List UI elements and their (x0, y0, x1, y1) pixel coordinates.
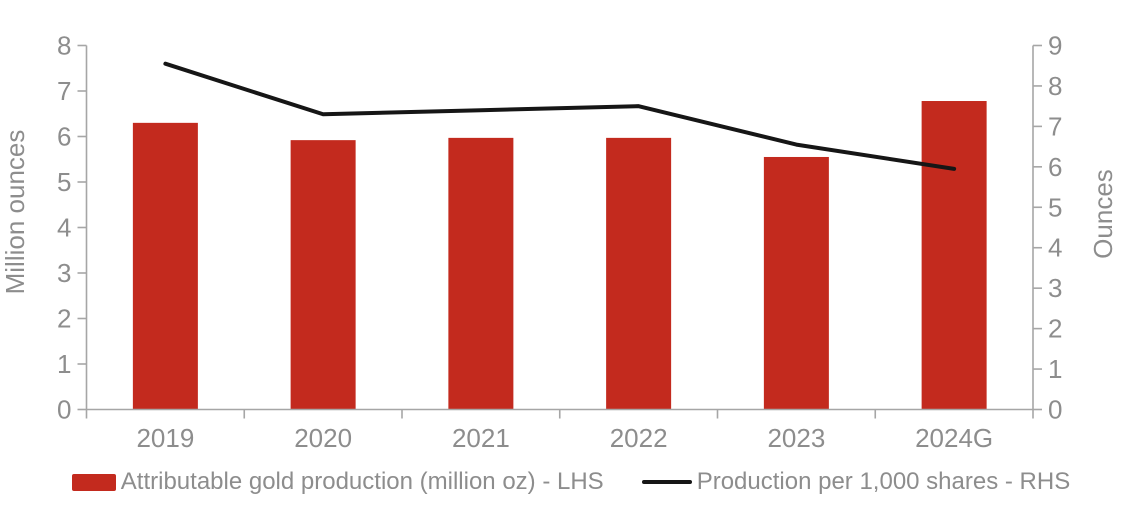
bar-2021 (448, 137, 514, 410)
bar-2023 (763, 156, 829, 410)
left-axis-title: Million ounces (0, 130, 30, 295)
right-axis-tick-label: 8 (1048, 71, 1062, 101)
x-axis-label-2020: 2020 (294, 423, 352, 453)
x-axis-label-2021: 2021 (452, 423, 510, 453)
right-axis-tick-label: 9 (1048, 31, 1062, 61)
legend-label-bar-series: Attributable gold production (million oz… (120, 468, 604, 495)
bar-2020 (290, 140, 356, 410)
left-axis-tick-label: 5 (57, 167, 71, 197)
right-axis-tick-label: 7 (1048, 111, 1062, 141)
bar-2022 (606, 137, 672, 410)
left-axis-tick-label: 7 (57, 76, 71, 106)
right-axis-tick-label: 5 (1048, 192, 1062, 222)
left-axis-tick-label: 1 (57, 349, 71, 379)
left-axis-tick-label: 6 (57, 122, 71, 152)
chart-legend: Attributable gold production (million oz… (0, 468, 1142, 496)
legend-label-line-series: Production per 1,000 shares - RHS (696, 468, 1071, 495)
left-axis-tick-label: 4 (57, 213, 71, 243)
gold-production-combo-chart: 0 1 2 3 4 5 6 7 8 0 1 2 3 4 5 6 7 8 9 2019 2020 2021 2022 2023 2… (0, 31, 1118, 454)
legend-item-line-series: Production per 1,000 shares - RHS (641, 468, 1071, 496)
right-axis-title: Ounces (1088, 169, 1118, 259)
bar-series-swatch (71, 473, 116, 491)
x-axis-label-2024G: 2024G (915, 423, 993, 453)
legend-item-bar-series: Attributable gold production (million oz… (71, 468, 604, 496)
x-axis-label-2022: 2022 (610, 423, 668, 453)
production-per-shares-line (163, 61, 957, 171)
bar-2024G (921, 101, 987, 410)
right-axis-tick-label: 6 (1048, 152, 1062, 182)
right-axis-tick-label: 3 (1048, 273, 1062, 303)
x-axis-label-2023: 2023 (767, 423, 825, 453)
line-series-swatch (641, 480, 692, 484)
right-axis-tick-label: 4 (1048, 233, 1062, 263)
bar-2019 (132, 122, 198, 410)
left-axis-tick-label: 2 (57, 304, 71, 334)
right-axis-tick-label: 1 (1048, 354, 1062, 384)
left-axis-tick-label: 8 (57, 31, 71, 61)
left-axis-tick-label: 3 (57, 258, 71, 288)
x-axis-label-2019: 2019 (136, 423, 194, 453)
left-axis-tick-label: 0 (57, 395, 71, 425)
right-axis-tick-label: 0 (1048, 395, 1062, 425)
right-axis-tick-label: 2 (1048, 314, 1062, 344)
